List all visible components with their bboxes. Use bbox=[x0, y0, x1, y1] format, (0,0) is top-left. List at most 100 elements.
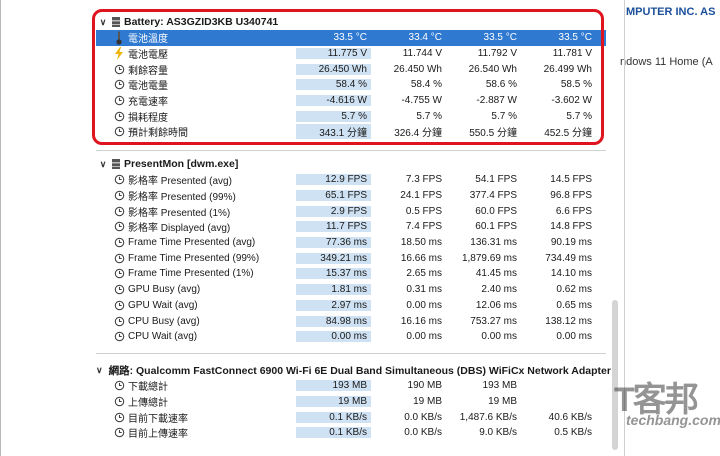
min-value: 24.1 FPS bbox=[400, 190, 442, 202]
max-value: 11.792 V bbox=[477, 48, 517, 60]
sensor-label: 損耗程度 bbox=[128, 112, 168, 124]
max-value: 9.0 KB/s bbox=[479, 427, 517, 439]
sensor-label: Frame Time Presented (avg) bbox=[128, 237, 256, 249]
current-value: 2.9 FPS bbox=[296, 205, 371, 217]
sensor-row[interactable]: 剩餘容量 26.450 Wh 26.450 Wh 26.540 Wh 26.499 Wh bbox=[96, 61, 606, 77]
clock-icon bbox=[112, 95, 126, 106]
clock-icon bbox=[112, 380, 126, 391]
sensor-label: 預計剩餘時間 bbox=[128, 128, 188, 140]
sensor-row[interactable]: 電池電量 58.4 % 58.4 % 58.6 % 58.5 % bbox=[96, 77, 606, 93]
sensor-label: 影格率 Presented (avg) bbox=[128, 176, 232, 188]
sensor-row[interactable]: 上傳總計 19 MB 19 MB 19 MB bbox=[96, 394, 606, 410]
clock-icon bbox=[112, 268, 126, 279]
chevron-down-icon[interactable]: ∨ bbox=[99, 16, 107, 27]
sensor-row[interactable]: 目前上傳速率 0.1 KB/s 0.0 KB/s 9.0 KB/s 0.5 KB/s bbox=[96, 425, 606, 441]
max-value: 26.540 Wh bbox=[468, 63, 517, 75]
avg-value: 14.8 FPS bbox=[550, 221, 592, 233]
sensor-row[interactable]: 影格率 Presented (avg) 12.9 FPS 7.3 FPS 54.1 F… bbox=[96, 172, 606, 188]
watermark-brand: T客邦 bbox=[614, 381, 699, 419]
avg-value: 6.6 FPS bbox=[555, 205, 592, 217]
min-value: 0.5 FPS bbox=[405, 205, 442, 217]
min-value: 11.744 V bbox=[402, 48, 442, 60]
min-value: 19 MB bbox=[413, 396, 442, 408]
current-value: 193 MB bbox=[296, 380, 371, 392]
max-value: 1,879.69 ms bbox=[461, 252, 517, 264]
current-value: 343.1 分鐘 bbox=[296, 124, 371, 140]
sensor-label: 上傳總計 bbox=[128, 398, 168, 410]
current-value: 15.37 ms bbox=[296, 268, 371, 280]
min-value: 326.4 分鐘 bbox=[394, 128, 442, 140]
max-value: 5.7 % bbox=[491, 110, 517, 122]
max-value: 2.40 ms bbox=[481, 284, 517, 296]
min-value: -4.755 W bbox=[401, 95, 442, 107]
avg-value: 58.5 % bbox=[560, 79, 592, 91]
avg-value: 11.781 V bbox=[552, 48, 592, 60]
sensor-row[interactable]: Frame Time Presented (avg) 77.36 ms 18.50 … bbox=[96, 235, 606, 251]
sensor-row[interactable]: 電池溫度 33.5 °C 33.4 °C 33.5 °C 33.5 °C bbox=[96, 30, 606, 46]
current-value: 33.5 °C bbox=[296, 32, 371, 44]
min-value: 33.4 °C bbox=[408, 32, 442, 44]
min-value: 0.0 KB/s bbox=[404, 427, 442, 439]
avg-value: 452.5 分鐘 bbox=[544, 128, 592, 140]
current-value: -4.616 W bbox=[296, 95, 371, 107]
sensor-row[interactable]: Frame Time Presented (1%) 15.37 ms 2.65 ms… bbox=[96, 266, 606, 282]
vertical-scrollbar[interactable] bbox=[612, 300, 618, 450]
min-value: 0.0 KB/s bbox=[404, 411, 442, 423]
section-header[interactable]: ∨ PresentMon [dwm.exe] bbox=[96, 156, 606, 172]
sensor-row[interactable]: 下載總計 193 MB 190 MB 193 MB bbox=[96, 378, 606, 394]
clock-icon bbox=[112, 237, 126, 248]
sensor-label: 影格率 Presented (99%) bbox=[128, 192, 236, 204]
sensor-label: 目前上傳速率 bbox=[128, 429, 188, 441]
sensor-row[interactable]: 預計剩餘時間 343.1 分鐘 326.4 分鐘 550.5 分鐘 452.5 分鐘 bbox=[96, 124, 606, 140]
max-value: 753.27 ms bbox=[470, 315, 517, 327]
sensor-label: 電池電壓 bbox=[128, 50, 168, 62]
system-summary-pane: MPUTER INC. AS ndows 11 Home (A bbox=[620, 0, 720, 456]
current-value: 0.00 ms bbox=[296, 331, 371, 343]
section-title: 網路: Qualcomm FastConnect 6900 Wi-Fi 6E D… bbox=[108, 364, 611, 377]
current-value: 2.97 ms bbox=[296, 299, 371, 311]
current-value: 77.36 ms bbox=[296, 237, 371, 249]
sensor-row[interactable]: CPU Wait (avg) 0.00 ms 0.00 ms 0.00 ms 0.00 … bbox=[96, 329, 606, 345]
current-value: 5.7 % bbox=[296, 110, 371, 122]
sensor-row[interactable]: 影格率 Presented (1%) 2.9 FPS 0.5 FPS 60.0 FPS… bbox=[96, 203, 606, 219]
os-text: ndows 11 Home (A bbox=[620, 56, 713, 68]
chevron-down-icon[interactable]: ∨ bbox=[99, 158, 107, 169]
section-divider bbox=[96, 150, 606, 151]
sensor-row[interactable]: 損耗程度 5.7 % 5.7 % 5.7 % 5.7 % bbox=[96, 108, 606, 124]
current-value: 0.1 KB/s bbox=[296, 427, 371, 439]
max-value: 1,487.6 KB/s bbox=[459, 411, 517, 423]
pane-divider[interactable] bbox=[624, 0, 625, 456]
sensor-label: 影格率 Presented (1%) bbox=[128, 207, 231, 219]
section-divider bbox=[96, 353, 606, 354]
section-header[interactable]: ∨ 網路: Qualcomm FastConnect 6900 Wi-Fi 6E… bbox=[96, 362, 611, 378]
min-value: 0.31 ms bbox=[406, 284, 442, 296]
sensor-label: GPU Busy (avg) bbox=[128, 284, 201, 296]
current-value: 58.4 % bbox=[296, 79, 371, 91]
max-value: 60.1 FPS bbox=[475, 221, 517, 233]
sensor-row[interactable]: CPU Busy (avg) 84.98 ms 16.16 ms 753.27 ms 1… bbox=[96, 313, 606, 329]
chevron-down-icon[interactable]: ∨ bbox=[96, 364, 103, 375]
max-value: 19 MB bbox=[488, 396, 517, 408]
sensor-row[interactable]: 充電速率 -4.616 W -4.755 W -2.887 W -3.602 W bbox=[96, 93, 606, 109]
sensor-row[interactable]: 影格率 Displayed (avg) 11.7 FPS 7.4 FPS 60.1 F… bbox=[96, 219, 606, 235]
avg-value: 0.00 ms bbox=[556, 331, 592, 343]
min-value: 58.4 % bbox=[410, 79, 442, 91]
sensor-label: 影格率 Displayed (avg) bbox=[128, 223, 231, 235]
min-value: 26.450 Wh bbox=[393, 63, 442, 75]
min-value: 0.00 ms bbox=[406, 299, 442, 311]
clock-icon bbox=[112, 316, 126, 327]
current-value: 84.98 ms bbox=[296, 315, 371, 327]
min-value: 16.16 ms bbox=[400, 315, 442, 327]
clock-icon bbox=[112, 427, 126, 438]
min-value: 18.50 ms bbox=[400, 237, 442, 249]
network-section: ∨ 網路: Qualcomm FastConnect 6900 Wi-Fi 6E… bbox=[96, 362, 611, 441]
max-value: 377.4 FPS bbox=[469, 190, 517, 202]
watermark-logo: T客邦 techbang.com bbox=[610, 372, 720, 442]
sensor-row[interactable]: GPU Wait (avg) 2.97 ms 0.00 ms 12.06 ms 0.65… bbox=[96, 298, 606, 314]
section-header[interactable]: ∨ Battery: AS3GZID3KB U340741 bbox=[96, 14, 606, 30]
sensor-row[interactable]: 影格率 Presented (99%) 65.1 FPS 24.1 FPS 377.4… bbox=[96, 188, 606, 204]
sensor-row[interactable]: 目前下載速率 0.1 KB/s 0.0 KB/s 1,487.6 KB/s 40.6 K… bbox=[96, 409, 606, 425]
sensor-row[interactable]: GPU Busy (avg) 1.81 ms 0.31 ms 2.40 ms 0.62 … bbox=[96, 282, 606, 298]
sensor-row[interactable]: Frame Time Presented (99%) 349.21 ms 16.66… bbox=[96, 250, 606, 266]
sensor-row[interactable]: 電池電壓 11.775 V 11.744 V 11.792 V 11.781 V bbox=[96, 46, 606, 62]
